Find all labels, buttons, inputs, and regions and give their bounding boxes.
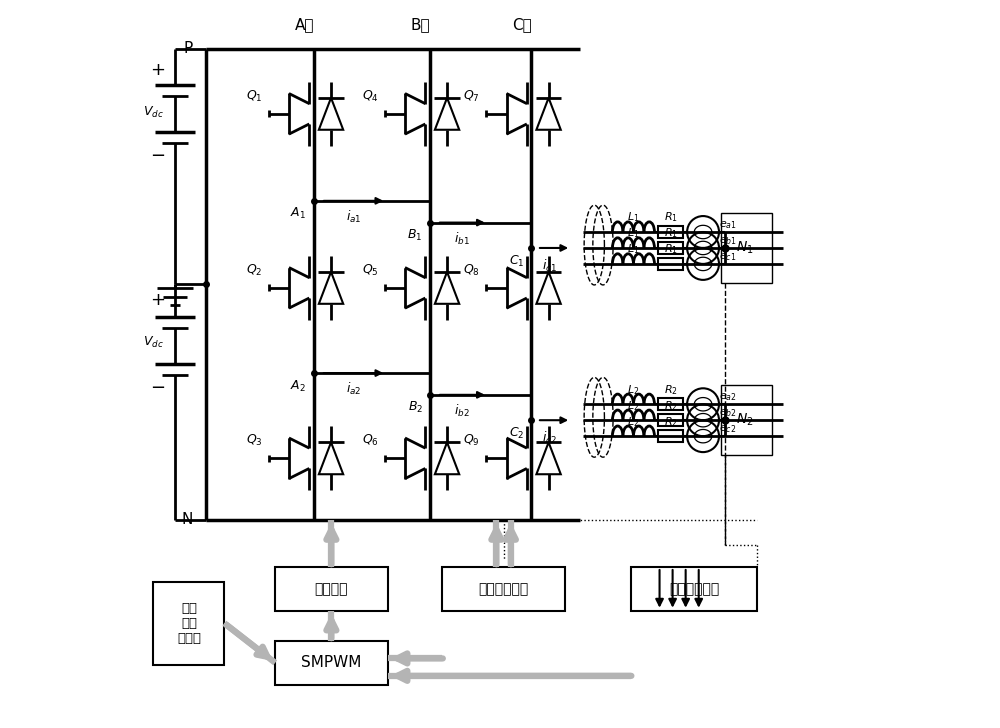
Bar — [658, 226, 683, 238]
Bar — [442, 567, 565, 611]
Text: $e_{c2}$: $e_{c2}$ — [719, 423, 736, 435]
Text: $V_{dc}$: $V_{dc}$ — [143, 335, 164, 349]
Bar — [721, 213, 772, 282]
Polygon shape — [536, 443, 561, 474]
Text: $Q_6$: $Q_6$ — [362, 433, 379, 448]
Text: $A_2$: $A_2$ — [290, 379, 306, 394]
Text: 电压检测电路: 电压检测电路 — [669, 582, 719, 596]
Bar — [721, 385, 772, 455]
Text: A相: A相 — [294, 17, 314, 32]
Text: $i_{a1}$: $i_{a1}$ — [346, 209, 361, 225]
Text: $e_{b2}$: $e_{b2}$ — [719, 407, 737, 419]
Text: $L_1$: $L_1$ — [627, 226, 640, 240]
Text: $i_{b2}$: $i_{b2}$ — [454, 403, 470, 419]
Text: P: P — [184, 41, 193, 56]
Bar — [275, 567, 388, 611]
Text: $Q_9$: $Q_9$ — [463, 433, 480, 448]
Text: $e_{c1}$: $e_{c1}$ — [719, 250, 736, 263]
Text: 电流检测电路: 电流检测电路 — [479, 582, 529, 596]
Polygon shape — [319, 98, 343, 130]
Text: $C_2$: $C_2$ — [509, 426, 524, 441]
Text: $Q_7$: $Q_7$ — [463, 89, 480, 104]
Polygon shape — [536, 272, 561, 304]
Bar — [631, 567, 757, 611]
Text: −: − — [150, 379, 165, 397]
Text: $Q_3$: $Q_3$ — [246, 433, 263, 448]
Text: $B_2$: $B_2$ — [408, 400, 423, 416]
Text: $R_2$: $R_2$ — [664, 415, 678, 429]
Text: $C_1$: $C_1$ — [509, 253, 524, 269]
Text: $Q_5$: $Q_5$ — [362, 263, 379, 278]
Text: $e_{a2}$: $e_{a2}$ — [719, 391, 737, 403]
Text: $N_2$: $N_2$ — [736, 412, 754, 428]
Bar — [275, 641, 388, 684]
Text: $Q_1$: $Q_1$ — [246, 89, 262, 104]
Text: 电压
电流
指令値: 电压 电流 指令値 — [177, 602, 201, 645]
Text: $B_1$: $B_1$ — [407, 228, 423, 243]
Polygon shape — [435, 272, 459, 304]
Text: SMPWM: SMPWM — [301, 655, 362, 670]
Bar — [658, 242, 683, 254]
Bar — [658, 430, 683, 442]
Text: +: + — [150, 291, 165, 309]
Bar — [658, 414, 683, 426]
Text: $i_{c2}$: $i_{c2}$ — [542, 430, 557, 446]
Text: $L_2$: $L_2$ — [627, 415, 640, 429]
Text: $R_1$: $R_1$ — [664, 242, 678, 256]
Text: $Q_2$: $Q_2$ — [246, 263, 262, 278]
Text: $Q_4$: $Q_4$ — [362, 89, 379, 104]
Text: $L_1$: $L_1$ — [627, 210, 640, 224]
Bar — [153, 582, 224, 665]
Text: $A_1$: $A_1$ — [290, 206, 306, 221]
Text: C相: C相 — [512, 17, 532, 32]
Text: $N_1$: $N_1$ — [736, 240, 754, 256]
Text: $i_{b1}$: $i_{b1}$ — [454, 231, 470, 247]
Text: $Q_8$: $Q_8$ — [463, 263, 480, 278]
Text: N: N — [182, 513, 193, 527]
Text: $e_{a1}$: $e_{a1}$ — [719, 219, 737, 231]
Text: $i_{a2}$: $i_{a2}$ — [346, 381, 361, 397]
Polygon shape — [319, 272, 343, 304]
Text: $R_2$: $R_2$ — [664, 383, 678, 397]
Text: $i_{c1}$: $i_{c1}$ — [542, 258, 557, 274]
Text: $V_{dc}$: $V_{dc}$ — [143, 105, 164, 120]
Text: $L_2$: $L_2$ — [627, 399, 640, 413]
Text: $R_1$: $R_1$ — [664, 226, 678, 240]
Polygon shape — [435, 98, 459, 130]
Text: $R_2$: $R_2$ — [664, 399, 678, 413]
Text: −: − — [150, 147, 165, 165]
Polygon shape — [536, 98, 561, 130]
Bar — [658, 258, 683, 269]
Text: +: + — [150, 61, 165, 79]
Text: B相: B相 — [410, 17, 430, 32]
Text: $L_1$: $L_1$ — [627, 242, 640, 256]
Polygon shape — [435, 443, 459, 474]
Polygon shape — [319, 443, 343, 474]
Text: $e_{b1}$: $e_{b1}$ — [719, 235, 737, 247]
Text: 驱动电路: 驱动电路 — [315, 582, 348, 596]
Text: $L_2$: $L_2$ — [627, 383, 640, 397]
Bar — [658, 398, 683, 410]
Text: $R_1$: $R_1$ — [664, 210, 678, 224]
